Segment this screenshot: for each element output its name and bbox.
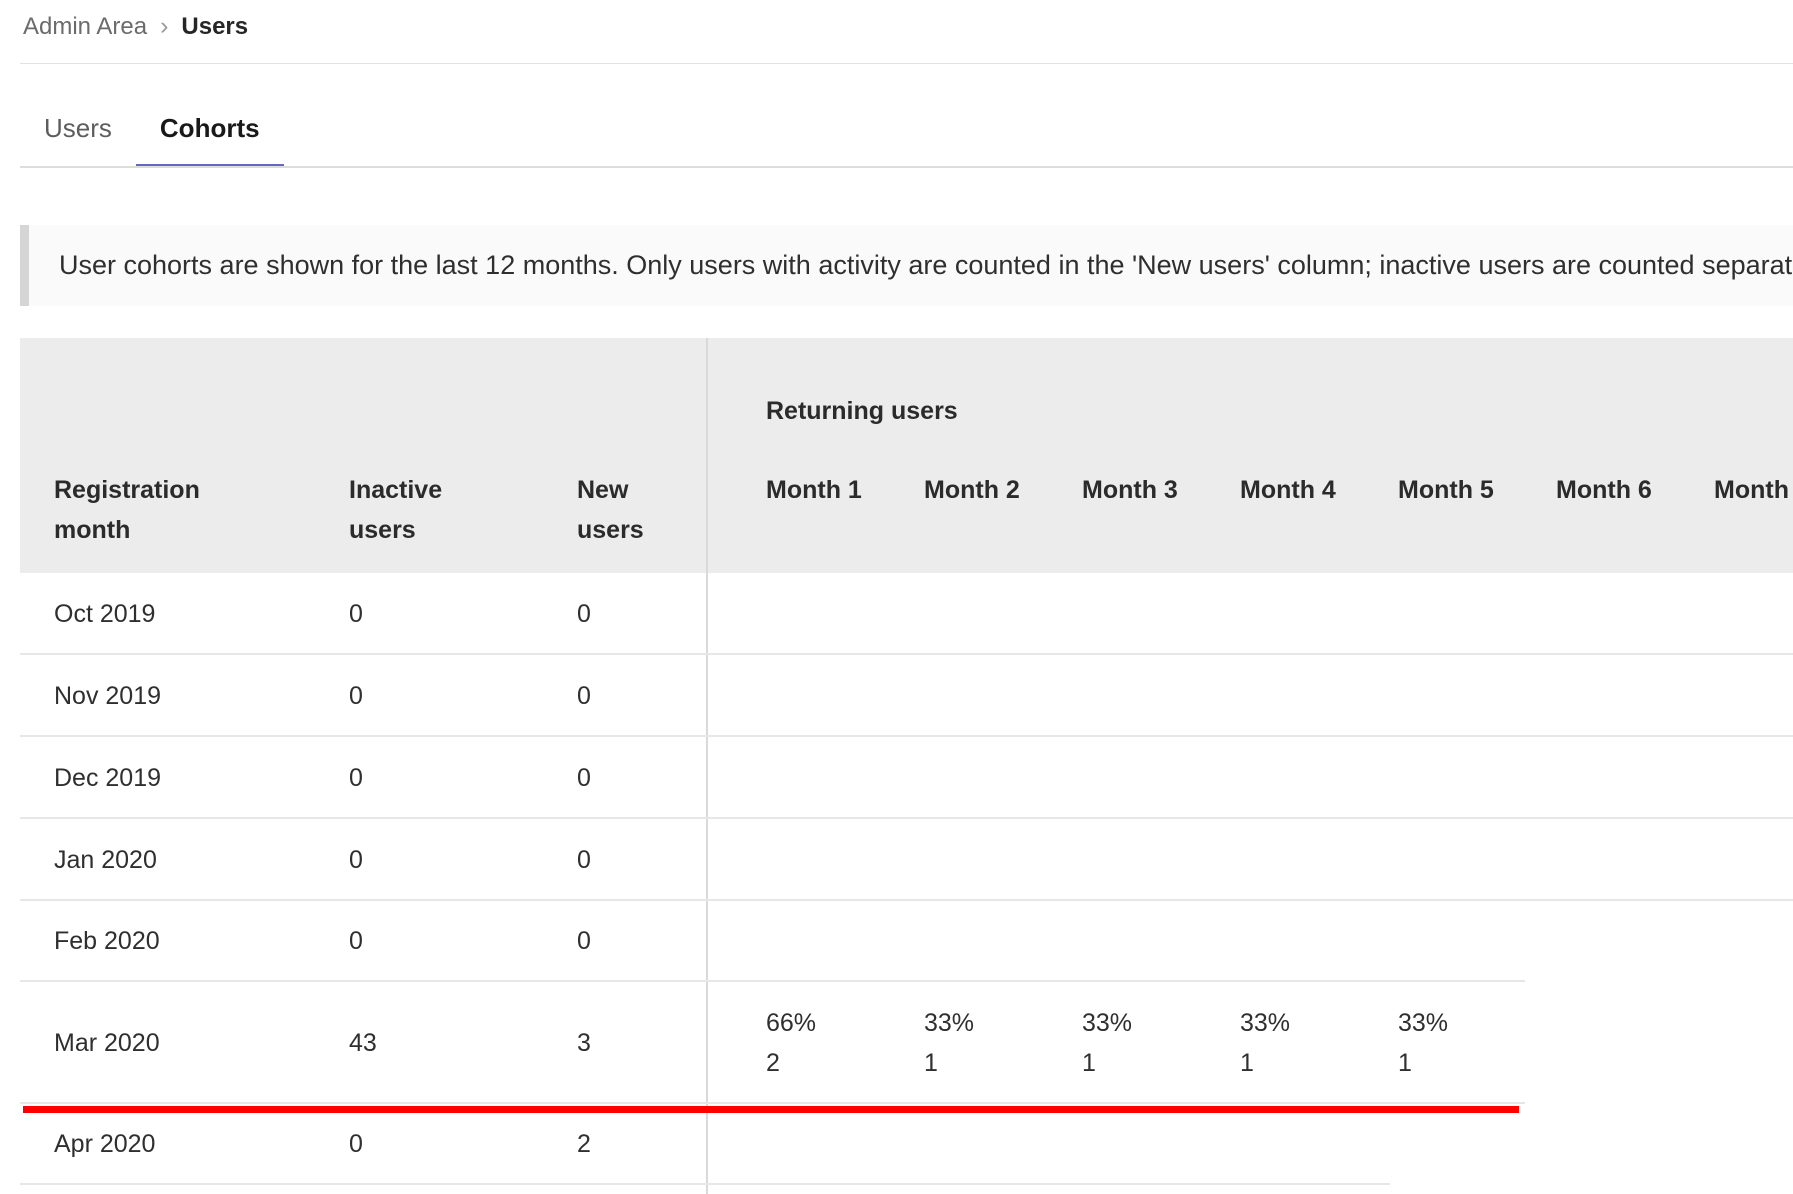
column-header-registration-month: Registration month: [54, 476, 200, 544]
cohort-row: Apr 2020 0 2: [20, 1104, 1793, 1185]
returning-users-cell: 33% 1: [924, 982, 974, 1104]
new-users-cell: 0: [577, 763, 591, 792]
row-separator: [20, 817, 1793, 819]
returning-users-cell: 33% 1: [1240, 982, 1290, 1104]
tab-users[interactable]: Users: [44, 112, 112, 143]
breadcrumb-item-users: Users: [181, 13, 249, 40]
row-separator: [20, 735, 1793, 737]
registration-month-cell: Dec 2019: [54, 763, 162, 792]
cohort-row: Feb 2020 0 0: [20, 901, 1793, 982]
month-column-header: Month 1: [766, 476, 862, 504]
breadcrumb-item-admin-area[interactable]: Admin Area: [23, 13, 148, 40]
registration-month-cell: Oct 2019: [54, 599, 156, 628]
row-separator: [20, 1102, 1525, 1104]
info-banner: User cohorts are shown for the last 12 m…: [20, 225, 1793, 306]
returning-count: 1: [1398, 1049, 1412, 1077]
month-column-header: Month 3: [1082, 476, 1178, 504]
inactive-users-cell: 43: [349, 1028, 377, 1057]
inactive-users-cell: 0: [349, 763, 363, 792]
month-column-header: Month 6: [1556, 476, 1652, 504]
inactive-users-cell: 0: [349, 1130, 363, 1158]
breadcrumb: Admin Area › Users: [23, 6, 248, 48]
new-users-cell: 0: [577, 845, 591, 874]
month-column-header: Month 7: [1714, 476, 1793, 504]
new-users-cell: 2: [577, 1130, 591, 1158]
returning-percent: 66%: [766, 1009, 817, 1037]
returning-users-cell: 33% 1: [1082, 982, 1132, 1104]
returning-users-group-header: Returning users: [766, 397, 958, 425]
returning-count: 2: [766, 1049, 780, 1077]
column-header-inactive-users: Inactive users: [349, 476, 443, 544]
column-header-new-users: New users: [577, 476, 644, 544]
new-users-cell: 3: [577, 1028, 591, 1057]
month-column-header: Month 2: [924, 476, 1020, 504]
new-users-cell: 0: [577, 681, 591, 710]
returning-users-cell: 33% 1: [1398, 982, 1448, 1104]
inactive-users-cell: 0: [349, 599, 363, 628]
registration-month-cell: Nov 2019: [54, 681, 162, 710]
red-underline-annotation: [23, 1106, 1519, 1113]
registration-month-cell: Feb 2020: [54, 927, 160, 955]
cohorts-table: Returning users Registration month Inact…: [0, 338, 1793, 1194]
new-users-cell: 0: [577, 599, 591, 628]
returning-count: 1: [924, 1049, 938, 1077]
registration-month-cell: Jan 2020: [54, 845, 157, 874]
table-header: Returning users Registration month Inact…: [20, 338, 1793, 573]
returning-users-cell: 66% 2: [766, 982, 816, 1104]
month-column-header: Month 5: [1398, 476, 1494, 504]
info-banner-text: User cohorts are shown for the last 12 m…: [59, 250, 1793, 280]
inactive-users-cell: 0: [349, 927, 363, 955]
row-separator: [20, 980, 1525, 982]
cohort-row: Dec 2019 0 0: [20, 737, 1793, 819]
returning-percent: 33%: [1398, 1009, 1449, 1037]
new-users-cell: 0: [577, 927, 591, 955]
breadcrumb-chevron-icon: ›: [160, 11, 169, 40]
cohort-row: Nov 2019 0 0: [20, 655, 1793, 737]
returning-count: 1: [1240, 1049, 1254, 1077]
cohort-row: Jan 2020 0 0: [20, 819, 1793, 901]
tab-bar: Users Cohorts: [20, 88, 284, 168]
cohort-row: Oct 2019 0 0: [20, 573, 1793, 655]
registration-month-cell: Apr 2020: [54, 1130, 156, 1158]
returning-percent: 33%: [924, 1009, 975, 1037]
inactive-users-cell: 0: [349, 681, 363, 710]
cohort-row: Mar 2020 43 3 66% 2 33% 1 33% 1 33% 1 33% 1: [20, 982, 1793, 1104]
row-separator: [20, 653, 1793, 655]
tab-cohorts[interactable]: Cohorts: [135, 88, 284, 168]
returning-count: 1: [1082, 1049, 1096, 1077]
row-separator: [20, 1183, 1390, 1185]
returning-percent: 33%: [1082, 1009, 1133, 1037]
row-separator: [20, 899, 1793, 901]
tabs-divider: [20, 166, 1793, 168]
returning-percent: 33%: [1240, 1009, 1291, 1037]
breadcrumb-divider: [20, 63, 1793, 64]
inactive-users-cell: 0: [349, 845, 363, 874]
registration-month-cell: Mar 2020: [54, 1028, 160, 1057]
month-column-header: Month 4: [1240, 476, 1336, 504]
returning-users-column-divider: [706, 338, 708, 1194]
